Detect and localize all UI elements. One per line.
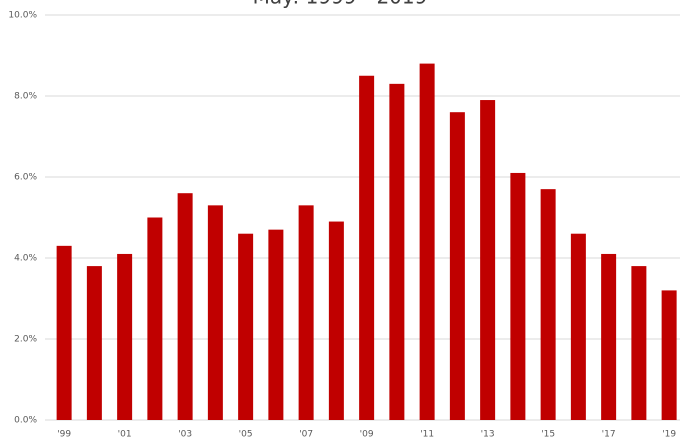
bar — [510, 172, 526, 420]
bar — [328, 221, 344, 420]
bar — [601, 253, 617, 420]
bar — [117, 253, 133, 420]
bar — [631, 266, 647, 420]
x-tick-label: '09 — [360, 430, 374, 437]
x-tick-label: '13 — [481, 430, 495, 437]
bar — [359, 75, 375, 420]
bar — [661, 290, 677, 420]
x-tick-label: '15 — [541, 430, 555, 437]
y-tick-label: 8.0% — [14, 92, 37, 102]
x-tick-label: '11 — [420, 430, 434, 437]
bar — [540, 189, 556, 420]
x-tick-label: '99 — [57, 430, 71, 437]
x-tick-label: '17 — [602, 430, 616, 437]
bar — [298, 205, 314, 420]
x-tick-label: '05 — [239, 430, 253, 437]
chart-title: May: 1999 - 2019 — [253, 0, 428, 9]
bar — [449, 112, 465, 420]
y-tick-label: 4.0% — [14, 254, 37, 264]
bar — [419, 63, 435, 420]
x-tick-label: '07 — [299, 430, 313, 437]
bar — [56, 245, 72, 420]
bar — [268, 229, 284, 420]
bar — [86, 266, 102, 420]
x-tick-label: '19 — [662, 430, 676, 437]
y-tick-label: 6.0% — [14, 173, 37, 183]
bar — [389, 83, 405, 420]
x-tick-label: '03 — [178, 430, 192, 437]
y-tick-label: 2.0% — [14, 335, 37, 345]
y-tick-label: 0.0% — [14, 416, 37, 426]
bar — [207, 205, 223, 420]
y-tick-label: 10.0% — [8, 11, 37, 21]
bar — [177, 193, 193, 420]
bar — [570, 233, 586, 420]
bar — [147, 217, 163, 420]
bar — [238, 233, 254, 420]
x-tick-label: '01 — [118, 430, 132, 437]
bar — [480, 100, 496, 421]
